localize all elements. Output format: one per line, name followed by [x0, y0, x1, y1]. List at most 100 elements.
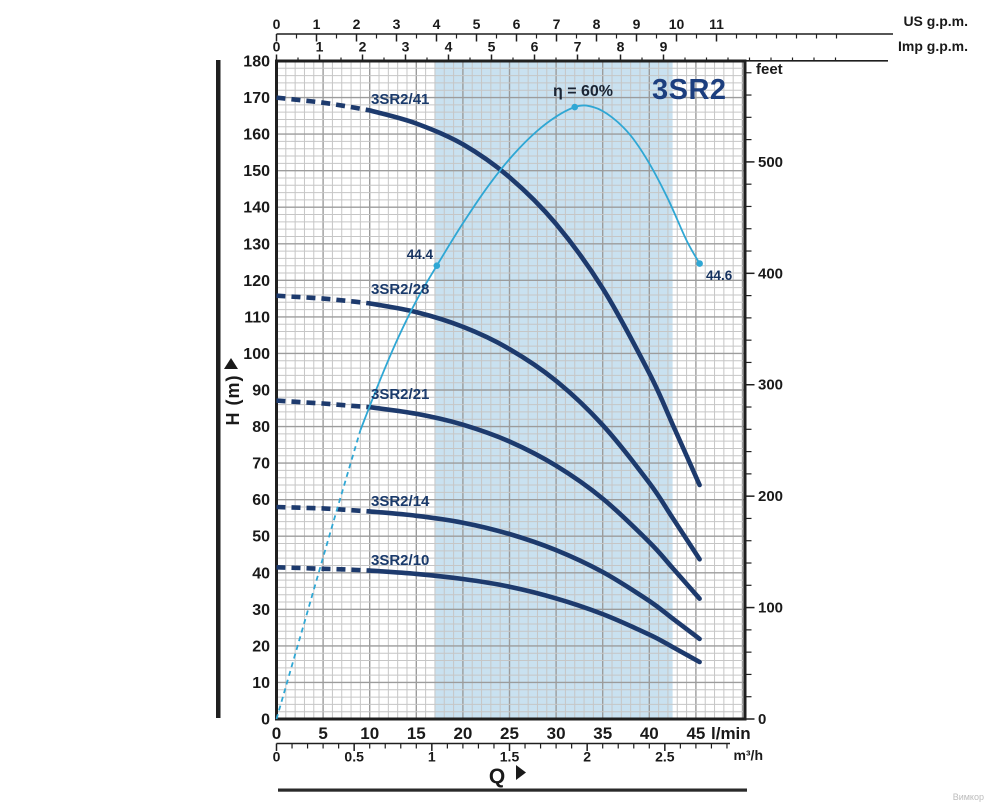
us-gpm-axis: 0 1 2 3 4 5 6 7 8 9 10 11	[273, 16, 893, 42]
tick-label: 2	[353, 16, 361, 32]
h-axis-arrow-icon	[224, 358, 238, 369]
tick-label: 1.5	[500, 749, 520, 765]
us-gpm-unit-label: US g.p.m.	[903, 13, 968, 29]
tick-label: 8	[593, 16, 601, 32]
tick-label: 1	[316, 39, 324, 55]
curve-solid-3SR2/10	[367, 568, 702, 665]
chart-title: 3SR2	[652, 74, 727, 106]
chart-generated-layers: 0 1 2 3 4 5 6 7 8 9 10 110 1 2 3 4 5 6 7 8 90100200300400500…	[216, 16, 893, 792]
efficiency-marker-label-left: 44.4	[407, 247, 434, 262]
tick-label: 20	[453, 724, 472, 743]
tick-label: 45	[686, 724, 705, 743]
efficiency-marker-dot	[433, 262, 441, 270]
tick-label: 2	[583, 749, 591, 765]
tick-label: 9	[660, 39, 668, 55]
imp-gpm-unit-label: Imp g.p.m.	[898, 38, 968, 54]
tick-label: 10	[360, 724, 379, 743]
efficiency-marker-dot	[571, 103, 579, 111]
tick-label: 5	[488, 39, 496, 55]
q-axis-label: Q	[489, 765, 505, 788]
tick-label: 7	[574, 39, 582, 55]
tick-label: 6	[531, 39, 539, 55]
tick-label: 30	[252, 602, 270, 619]
tick-label: 500	[758, 154, 783, 171]
tick-label: 100	[758, 600, 783, 617]
tick-label: 110	[244, 309, 270, 326]
lmin-unit-label: l/min	[711, 724, 751, 743]
tick-label: 1	[428, 749, 436, 765]
tick-label: 40	[252, 565, 270, 582]
tick-label: 130	[243, 236, 270, 253]
efficiency-marker-label-right: 44.6	[706, 268, 733, 283]
tick-label: 120	[243, 273, 270, 290]
tick-label: 9	[633, 16, 641, 32]
curve-solid-3SR2/21	[367, 404, 702, 601]
tick-label: 180	[243, 54, 270, 71]
tick-label: 6	[513, 16, 521, 32]
tick-label: 400	[758, 265, 783, 282]
tick-label: 0.5	[344, 749, 364, 765]
curve-label-3sr2-21: 3SR2/21	[371, 386, 429, 403]
tick-label: 100	[243, 346, 270, 363]
feet-axis: 0 100 200 300 400 500	[745, 72, 783, 728]
tick-label: 0	[272, 724, 281, 743]
tick-label: 7	[553, 16, 561, 32]
tick-label: 170	[243, 90, 270, 107]
curve-dashed-3SR2/28	[276, 293, 370, 306]
efficiency-curve-solid	[359, 104, 701, 431]
feet-unit-label: feet	[756, 61, 783, 78]
tick-label: 3	[393, 16, 401, 32]
curve-solid-3SR2/28	[367, 301, 702, 562]
head-curves	[276, 95, 702, 665]
tick-label: 1	[313, 16, 321, 32]
curve-solid-3SR2/14	[367, 509, 702, 642]
curve-dashed-3SR2/14	[276, 504, 370, 514]
tick-label: 40	[640, 724, 659, 743]
curve-label-3sr2-41: 3SR2/41	[371, 91, 429, 108]
tick-label: 150	[243, 163, 270, 180]
tick-label: 200	[758, 488, 783, 505]
curve-label-3sr2-28: 3SR2/28	[371, 281, 429, 298]
h-axis-label: H (m)	[223, 375, 243, 426]
tick-label: 140	[243, 200, 270, 217]
eta-peak-label: η = 60%	[553, 83, 613, 100]
curve-label-3sr2-10: 3SR2/10	[371, 552, 429, 569]
tick-label: 15	[407, 724, 426, 743]
h-axis-ticks: 0 10 20 30 40 50 60 70 80 90 100 110 120 130 140 150 160…	[243, 54, 270, 729]
tick-label: 90	[252, 383, 270, 400]
efficiency-marker-dot	[696, 260, 703, 267]
tick-label: 3	[402, 39, 410, 55]
watermark: Вимкор	[953, 792, 984, 802]
efficiency-curve	[275, 103, 703, 720]
tick-label: 50	[252, 529, 270, 546]
tick-label: 4	[445, 39, 453, 55]
curve-label-3sr2-14: 3SR2/14	[371, 493, 430, 510]
imp-gpm-axis: 0 1 2 3 4 5 6 7 8 9	[273, 39, 888, 62]
grid	[276, 61, 745, 719]
tick-label: 11	[709, 16, 724, 32]
tick-label: 10	[252, 675, 270, 692]
efficiency-curve-dashed	[275, 429, 362, 720]
tick-label: 160	[243, 127, 270, 144]
tick-label: 2.5	[655, 749, 675, 765]
tick-label: 4	[433, 16, 441, 32]
tick-label: 20	[252, 638, 270, 655]
tick-label: 0	[273, 749, 281, 765]
tick-label: 8	[617, 39, 625, 55]
curve-solid-3SR2/41	[367, 108, 702, 488]
tick-label: 70	[252, 456, 270, 473]
tick-label: 0	[273, 39, 281, 55]
tick-label: 300	[758, 377, 783, 394]
chart-static-labels: US g.p.m. Imp g.p.m. feet l/min m³/h Q H…	[223, 13, 984, 802]
tick-label: 10	[669, 16, 685, 32]
tick-label: 30	[547, 724, 566, 743]
plot-border	[275, 59, 747, 721]
m3h-unit-label: m³/h	[733, 747, 763, 763]
tick-label: 25	[500, 724, 519, 743]
curve-dashed-3SR2/21	[276, 398, 370, 410]
curve-dashed-3SR2/10	[276, 565, 370, 573]
m3h-axis: 0 0.5 1 1.5 2 2.5	[273, 742, 730, 765]
lmin-axis-ticks: 0 5 10 15 20 25 30 35 40 45	[272, 724, 706, 743]
